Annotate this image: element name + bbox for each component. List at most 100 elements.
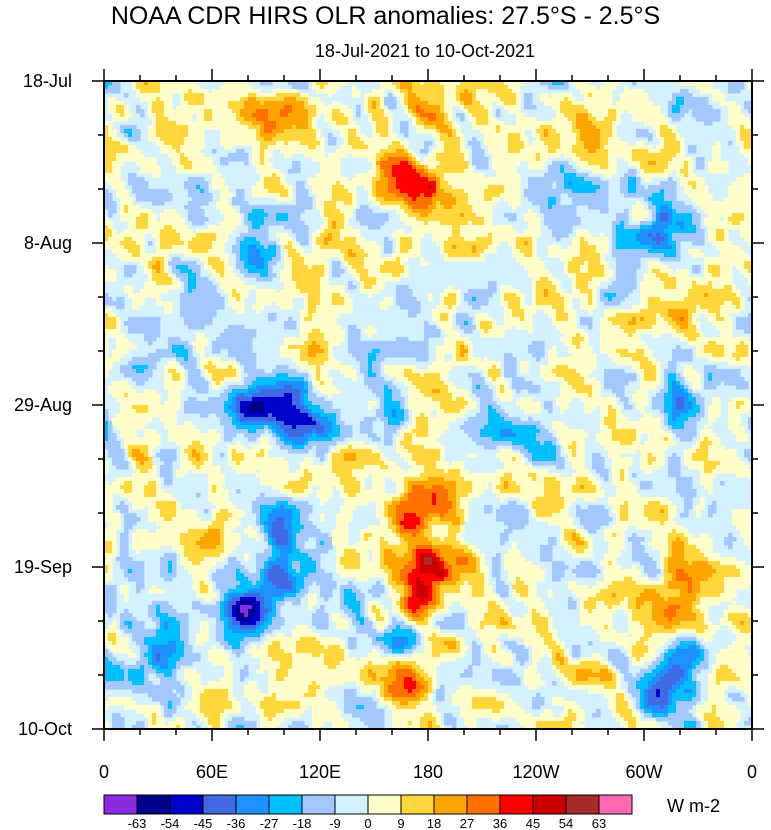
olr-cell <box>432 109 437 114</box>
olr-cell <box>148 97 153 102</box>
olr-cell <box>376 117 381 122</box>
olr-cell <box>440 133 445 138</box>
olr-cell <box>512 89 517 94</box>
olr-cell <box>432 133 437 138</box>
olr-cell <box>528 117 533 122</box>
olr-cell <box>508 101 513 106</box>
olr-cell <box>280 89 285 94</box>
olr-cell <box>164 101 169 106</box>
olr-cell <box>292 125 297 130</box>
olr-cell <box>464 161 469 166</box>
olr-cell <box>404 97 409 102</box>
olr-cell <box>460 149 465 154</box>
olr-cell <box>688 149 693 154</box>
olr-cell <box>452 97 457 102</box>
olr-cell <box>188 93 193 98</box>
olr-cell <box>672 109 677 114</box>
olr-cell <box>524 97 529 102</box>
olr-cell <box>392 169 397 174</box>
olr-cell <box>304 105 309 110</box>
olr-cell <box>224 113 229 118</box>
olr-cell <box>428 85 433 90</box>
olr-cell <box>604 85 609 90</box>
olr-cell <box>320 85 325 90</box>
olr-cell <box>388 129 393 134</box>
olr-cell <box>568 173 573 178</box>
olr-cell <box>660 121 665 126</box>
olr-cell <box>300 137 305 142</box>
olr-cell <box>624 157 629 162</box>
olr-cell <box>256 105 261 110</box>
olr-cell <box>348 117 353 122</box>
olr-cell <box>492 141 497 146</box>
olr-cell <box>592 97 597 102</box>
olr-cell <box>228 145 233 150</box>
olr-cell <box>124 149 129 154</box>
olr-cell <box>240 137 245 142</box>
olr-cell <box>648 149 653 154</box>
olr-cell <box>440 173 445 178</box>
olr-cell <box>348 129 353 134</box>
olr-cell <box>732 85 737 90</box>
olr-cell <box>404 145 409 150</box>
olr-cell <box>572 133 577 138</box>
olr-cell <box>400 89 405 94</box>
olr-cell <box>520 129 525 134</box>
olr-cell <box>424 121 429 126</box>
olr-cell <box>288 101 293 106</box>
olr-cell <box>580 85 585 90</box>
olr-cell <box>376 173 381 178</box>
olr-cell <box>684 165 689 170</box>
olr-cell <box>220 129 225 134</box>
olr-cell <box>404 173 409 178</box>
olr-cell <box>268 101 273 106</box>
olr-cell <box>484 105 489 110</box>
olr-cell <box>336 153 341 158</box>
olr-cell <box>268 117 273 122</box>
olr-cell <box>372 93 377 98</box>
olr-cell <box>276 113 281 118</box>
olr-cell <box>184 125 189 130</box>
olr-cell <box>124 93 129 98</box>
olr-cell <box>468 169 473 174</box>
olr-cell <box>648 137 653 142</box>
olr-cell <box>520 153 525 158</box>
olr-cell <box>480 121 485 126</box>
olr-cell <box>368 145 373 150</box>
olr-cell <box>240 149 245 154</box>
olr-cell <box>460 141 465 146</box>
olr-cell <box>348 121 353 126</box>
olr-cell <box>532 121 537 126</box>
olr-cell <box>704 101 709 106</box>
olr-cell <box>424 141 429 146</box>
olr-cell <box>688 97 693 102</box>
olr-cell <box>236 149 241 154</box>
olr-cell <box>160 117 165 122</box>
olr-cell <box>160 121 165 126</box>
olr-cell <box>120 101 125 106</box>
olr-cell <box>192 105 197 110</box>
olr-cell <box>600 89 605 94</box>
olr-cell <box>108 85 113 90</box>
olr-cell <box>744 121 749 126</box>
olr-cell <box>344 105 349 110</box>
olr-cell <box>540 165 545 170</box>
olr-cell <box>200 97 205 102</box>
olr-cell <box>256 113 261 118</box>
olr-cell <box>612 85 617 90</box>
olr-cell <box>372 173 377 178</box>
olr-cell <box>424 89 429 94</box>
olr-cell <box>480 97 485 102</box>
olr-cell <box>372 137 377 142</box>
olr-cell <box>616 105 621 110</box>
olr-cell <box>656 129 661 134</box>
olr-cell <box>200 161 205 166</box>
olr-cell <box>452 145 457 150</box>
olr-cell <box>676 97 681 102</box>
olr-cell <box>128 125 133 130</box>
olr-cell <box>224 117 229 122</box>
olr-cell <box>388 161 393 166</box>
olr-cell <box>388 101 393 106</box>
olr-cell <box>252 93 257 98</box>
olr-cell <box>644 153 649 158</box>
